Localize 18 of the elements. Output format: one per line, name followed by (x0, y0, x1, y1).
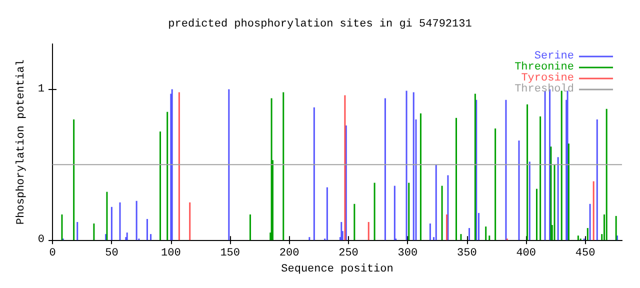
x-axis-title: Sequence position (281, 264, 394, 276)
x-tick-label: 150 (220, 248, 240, 260)
y-axis-title: Phosphorylation potential (16, 60, 28, 225)
x-tick-label: 300 (398, 248, 418, 260)
legend-label: Threshold (514, 84, 574, 96)
legend-label: Serine (534, 50, 574, 62)
legend-label: Tyrosine (521, 72, 574, 84)
x-tick-label: 400 (516, 248, 536, 260)
chart-title: predicted phosphorylation sites in gi 54792131 (168, 18, 472, 30)
x-tick-label: 250 (338, 248, 358, 260)
x-tick-label: 50 (105, 248, 118, 260)
x-tick-label: 350 (456, 248, 477, 260)
x-tick-label: 100 (160, 248, 181, 260)
x-tick-label: 450 (575, 248, 596, 260)
x-tick-label: 200 (279, 248, 300, 260)
x-tick-label: 0 (49, 248, 56, 260)
y-tick-label: 1 (38, 83, 45, 96)
legend-label: Threonine (514, 62, 574, 74)
